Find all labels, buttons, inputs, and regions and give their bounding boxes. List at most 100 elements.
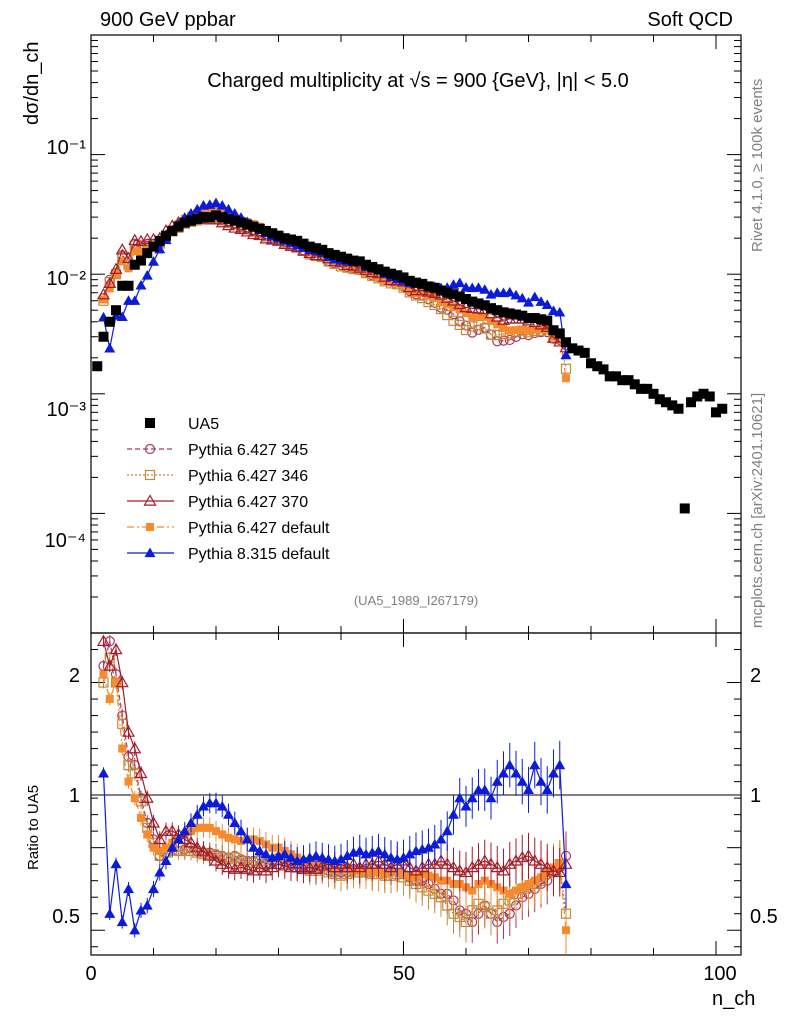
ua5-data-point [498, 307, 509, 318]
ratio-point [135, 904, 147, 915]
data-point [460, 324, 472, 336]
ua5-data-point [442, 287, 453, 298]
ratio-point [385, 852, 397, 862]
data-point [479, 284, 491, 294]
ratio-point [146, 816, 161, 828]
ratio-point [540, 860, 554, 873]
ua5-data-point [111, 305, 121, 316]
ratio-point [129, 924, 141, 935]
ratio-point [96, 634, 111, 646]
ua5-data-point [211, 210, 221, 221]
y-tick-label: 10⁻² [47, 268, 87, 290]
ratio-point [210, 797, 222, 808]
data-point [362, 269, 370, 278]
data-point [205, 207, 214, 216]
ratio-point [423, 842, 434, 852]
ratio-point [140, 791, 154, 803]
data-point [529, 291, 541, 302]
data-point [492, 329, 503, 341]
ratio-point [110, 858, 122, 869]
ua5-data-point [561, 337, 571, 348]
ratio-point [123, 760, 134, 771]
ratio-point [130, 794, 139, 803]
data-point [474, 312, 483, 321]
ua5-data-point [486, 303, 496, 314]
data-point [430, 294, 439, 303]
ua5-data-point [267, 228, 278, 239]
x-tick-label: 100 [703, 963, 736, 985]
ratio-point [535, 776, 547, 786]
ratio-tick-label-right: 0.5 [750, 906, 778, 928]
ratio-point [441, 825, 453, 836]
ratio-point [485, 792, 497, 803]
ua5-data-point [311, 243, 321, 254]
ratio-point [546, 864, 561, 876]
data-point [459, 300, 473, 313]
x-tick-label: 50 [393, 963, 415, 985]
legend-label: Pythia 6.427 370 [188, 494, 308, 511]
data-point [99, 295, 108, 304]
ua5-data-point [673, 403, 684, 414]
ratio-point [460, 916, 472, 928]
ratio-point [215, 857, 229, 869]
ratio-point [137, 813, 145, 822]
ratio-point [253, 860, 267, 873]
data-point [105, 284, 114, 293]
ratio-point [160, 855, 172, 866]
data-point [129, 295, 141, 305]
y-axis-label: dσ/dn_ch [21, 41, 43, 125]
ratio-point [179, 825, 191, 836]
legend-label: Pythia 6.427 345 [188, 442, 308, 459]
legend-marker [143, 494, 157, 506]
ratio-point [185, 817, 197, 828]
ua5-data-point [554, 328, 565, 339]
ua5-data-point [329, 249, 340, 260]
data-point [141, 270, 153, 280]
data-point [103, 276, 117, 288]
ratio-tick-label: 2 [69, 665, 80, 687]
data-point [355, 265, 364, 274]
ua5-data-point [598, 364, 609, 375]
data-point [216, 200, 228, 210]
data-point [560, 363, 572, 374]
ua5-data-point [404, 275, 415, 286]
ua5-data-point [279, 233, 290, 244]
ratio-point [178, 832, 192, 845]
ratio-point [141, 899, 153, 910]
ratio-series-line [102, 674, 567, 931]
ua5-data-point [448, 289, 459, 300]
ua5-data-point [286, 234, 296, 245]
legend-label: Pythia 8.315 default [188, 546, 330, 563]
ua5-data-point [386, 268, 396, 279]
data-point [437, 298, 445, 307]
data-point [530, 325, 539, 334]
ratio-point [466, 792, 478, 803]
ratio-point [528, 854, 542, 866]
ratio-point [409, 864, 423, 876]
y-tick-label: 10⁻⁴ [45, 530, 86, 552]
data-point [537, 325, 545, 334]
ratio-point [516, 776, 528, 786]
ratio-point [230, 835, 239, 844]
legend-label: UA5 [188, 416, 219, 433]
ua5-data-point [198, 212, 209, 223]
ua5-data-point [648, 388, 659, 399]
ua5-data-point [261, 225, 271, 236]
ratio-point [440, 857, 454, 869]
ua5-data-point [529, 313, 540, 324]
ratio-point [124, 777, 133, 786]
axis-ticks [90, 34, 741, 955]
ua5-data-point [254, 223, 265, 234]
ua5-data-point [173, 221, 184, 232]
ratio-point [465, 860, 479, 873]
ratio-point [310, 850, 322, 861]
data-point [492, 336, 503, 347]
ratio-point [240, 862, 254, 874]
ratio-point [193, 823, 202, 832]
ua5-data-point [117, 280, 128, 291]
y-tick-label: 10⁻¹ [47, 137, 87, 159]
ua5-data-point [323, 248, 334, 259]
data-point [560, 349, 572, 360]
ua5-data-point [98, 331, 109, 342]
ratio-point [510, 767, 522, 778]
